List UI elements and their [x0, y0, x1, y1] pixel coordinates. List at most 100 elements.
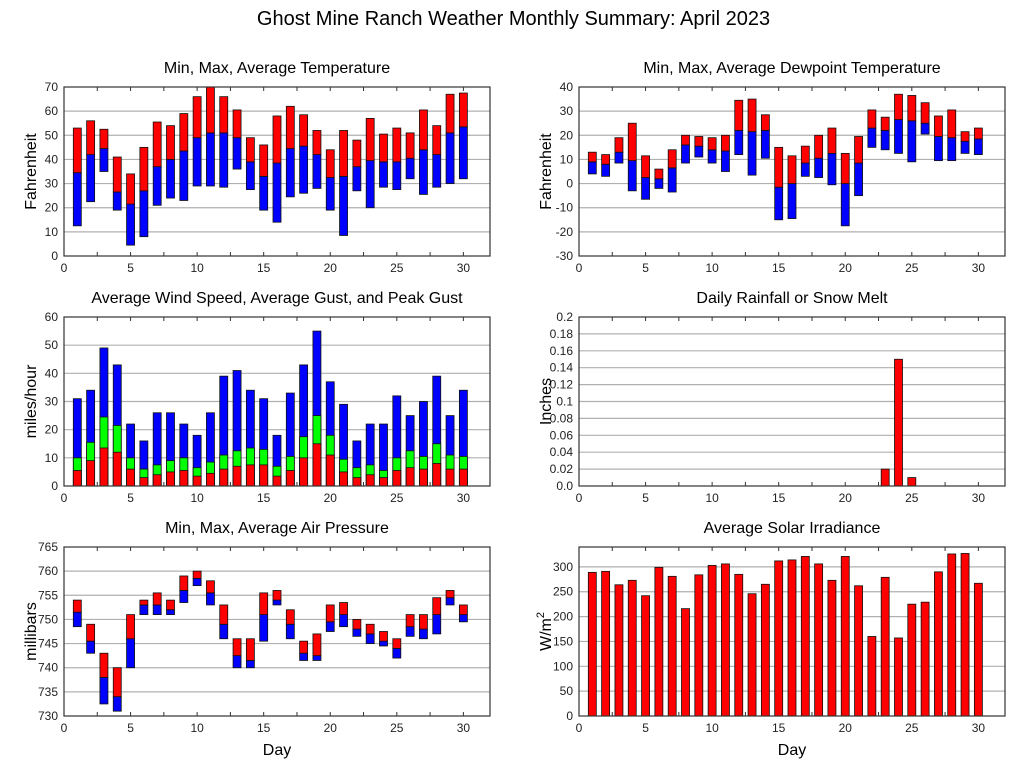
bar-red-day-5 [126, 468, 135, 487]
bar-avg-max-day-8 [166, 125, 175, 160]
plot-frame [63, 316, 491, 487]
y-tick-label: 0.14 [550, 361, 574, 375]
bar-min-avg-day-17 [285, 148, 295, 198]
bar-red-day-12 [219, 468, 229, 487]
bar-min-avg-day-11 [206, 592, 215, 606]
bar-day-24 [894, 358, 903, 487]
bar-min-avg-day-18 [299, 145, 309, 194]
bar-avg-max-day-6 [654, 168, 664, 180]
bar-min-avg-day-19 [312, 154, 322, 189]
y-axis-label: Fahrenheit [538, 133, 555, 210]
bar-avg-max-day-2 [86, 623, 96, 642]
bar-day-10 [707, 564, 717, 717]
y-tick-label: 0.1 [556, 395, 573, 409]
bar-avg-max-day-12 [219, 96, 229, 134]
bar-red-day-29 [445, 468, 455, 487]
x-tick-label: 30 [457, 491, 471, 505]
x-tick-label: 20 [839, 721, 853, 735]
bar-avg-max-day-19 [312, 633, 322, 657]
bar-red-day-28 [432, 463, 442, 487]
bar-min-avg-day-14 [245, 161, 255, 191]
bar-min-avg-day-22 [352, 166, 362, 192]
bar-avg-max-day-6 [139, 599, 149, 606]
bar-avg-max-day-11 [721, 134, 730, 152]
plot-frame [63, 86, 491, 257]
bar-min-avg-day-28 [432, 154, 442, 188]
bar-day-16 [787, 559, 797, 717]
bar-avg-max-day-25 [907, 95, 917, 122]
bar-avg-max-day-1 [72, 127, 82, 174]
bar-min-avg-day-11 [206, 132, 215, 187]
x-tick-label: 30 [972, 491, 986, 505]
bar-min-avg-day-9 [179, 150, 189, 201]
bar-avg-max-day-16 [272, 590, 282, 601]
bar-min-avg-day-15 [259, 175, 269, 211]
bar-avg-max-day-10 [192, 96, 202, 139]
y-tick-label: 0 [51, 249, 58, 263]
bar-avg-max-day-5 [126, 614, 135, 640]
bar-red-day-25 [392, 470, 402, 487]
x-tick-label: 15 [772, 491, 786, 505]
bar-min-avg-day-17 [800, 162, 810, 177]
x-tick-label: 30 [457, 261, 471, 275]
x-tick-label: 0 [576, 721, 583, 735]
y-tick-label: 300 [553, 560, 573, 574]
bar-day-27 [934, 571, 943, 717]
bar-avg-max-day-10 [192, 570, 202, 579]
bar-min-avg-day-16 [272, 599, 282, 606]
bar-min-avg-day-5 [126, 638, 135, 669]
bar-min-avg-day-8 [166, 609, 175, 616]
bar-red-day-27 [419, 468, 428, 487]
bar-day-23 [880, 468, 890, 487]
bar-day-14 [760, 583, 770, 717]
bar-avg-max-day-1 [72, 599, 82, 613]
bar-day-17 [800, 556, 810, 717]
y-tick-label: 0 [566, 709, 573, 723]
bar-red-day-26 [405, 467, 415, 487]
bar-day-3 [614, 584, 624, 717]
y-tick-label: 30 [45, 177, 59, 191]
bar-min-avg-day-9 [694, 145, 704, 158]
bar-avg-max-day-15 [774, 146, 784, 188]
bar-avg-max-day-23 [880, 116, 890, 131]
bar-avg-max-day-9 [694, 136, 704, 147]
bar-avg-max-day-24 [379, 631, 388, 642]
bar-day-23 [880, 576, 890, 717]
bar-avg-max-day-21 [339, 602, 348, 616]
bar-min-avg-day-19 [312, 655, 322, 661]
bar-day-4 [627, 579, 637, 717]
bar-red-day-7 [152, 474, 162, 487]
bar-min-avg-day-3 [99, 148, 109, 172]
x-axis-label: Day [778, 742, 806, 759]
bar-min-avg-day-6 [139, 190, 149, 238]
bar-avg-max-day-26 [405, 132, 415, 159]
bar-avg-max-day-9 [179, 575, 189, 591]
bar-min-avg-day-8 [681, 144, 690, 164]
x-tick-label: 20 [839, 491, 853, 505]
bar-avg-max-day-17 [285, 609, 295, 625]
bar-avg-max-day-8 [681, 134, 690, 146]
bar-min-avg-day-28 [947, 137, 957, 162]
x-tick-label: 15 [772, 721, 786, 735]
bar-min-avg-day-28 [432, 614, 442, 635]
bar-avg-max-day-24 [894, 93, 903, 120]
bar-red-day-15 [259, 464, 269, 487]
y-tick-label: 0.04 [550, 445, 574, 459]
bar-avg-max-day-14 [245, 137, 255, 163]
bar-day-5 [641, 595, 650, 717]
temperature-chart: Min, Max, Average Temperature01020304050… [23, 60, 491, 275]
bar-avg-max-day-5 [126, 173, 135, 205]
y-axis-label: millibars [23, 602, 40, 661]
bar-avg-max-day-27 [419, 614, 428, 630]
bar-min-avg-day-1 [72, 611, 82, 628]
bar-min-avg-day-21 [339, 614, 348, 628]
bar-min-avg-day-22 [352, 628, 362, 637]
bar-red-day-14 [245, 464, 255, 487]
bar-min-avg-day-26 [920, 122, 930, 135]
y-tick-label: 0.02 [550, 462, 574, 476]
bar-avg-max-day-12 [734, 99, 744, 131]
bar-min-avg-day-1 [72, 172, 82, 227]
y-axis-label: W/m2 [535, 612, 555, 651]
bar-red-day-16 [272, 475, 282, 487]
bar-red-day-17 [285, 470, 295, 487]
